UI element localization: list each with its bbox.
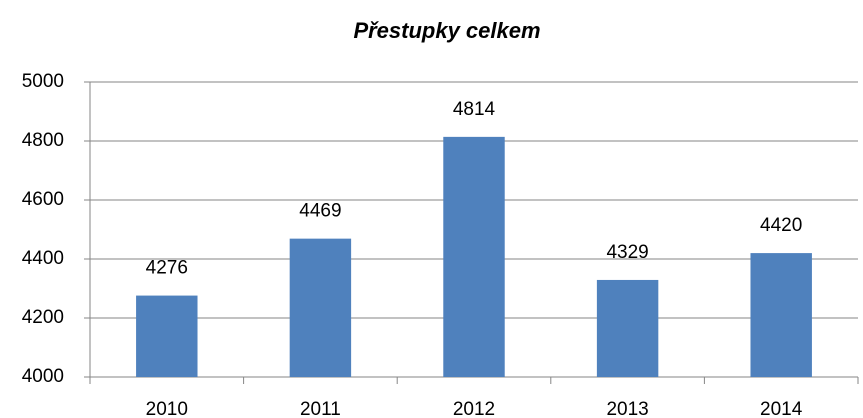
bar <box>289 238 352 377</box>
data-label: 4814 <box>453 99 496 120</box>
y-tick-label: 4800 <box>22 130 64 151</box>
x-tick-label: 2012 <box>453 399 495 418</box>
data-label: 4469 <box>299 201 341 222</box>
x-tick-label: 2011 <box>300 399 341 418</box>
bar <box>750 253 812 377</box>
bar <box>596 279 659 377</box>
data-label: 4276 <box>146 258 188 279</box>
bar <box>136 295 198 377</box>
data-label: 4420 <box>760 215 802 236</box>
y-tick-label: 4600 <box>22 189 64 210</box>
y-tick-label: 5000 <box>22 71 64 92</box>
y-tick-label: 4200 <box>22 307 64 328</box>
bar <box>443 136 505 377</box>
x-tick-label: 2013 <box>606 399 648 418</box>
x-tick-label: 2014 <box>760 399 803 418</box>
data-label: 4329 <box>606 242 648 263</box>
chart-title: Přestupky celkem <box>353 18 540 43</box>
y-tick-label: 4400 <box>22 248 64 269</box>
y-tick-label: 4000 <box>22 366 64 387</box>
x-tick-label: 2010 <box>146 399 188 418</box>
